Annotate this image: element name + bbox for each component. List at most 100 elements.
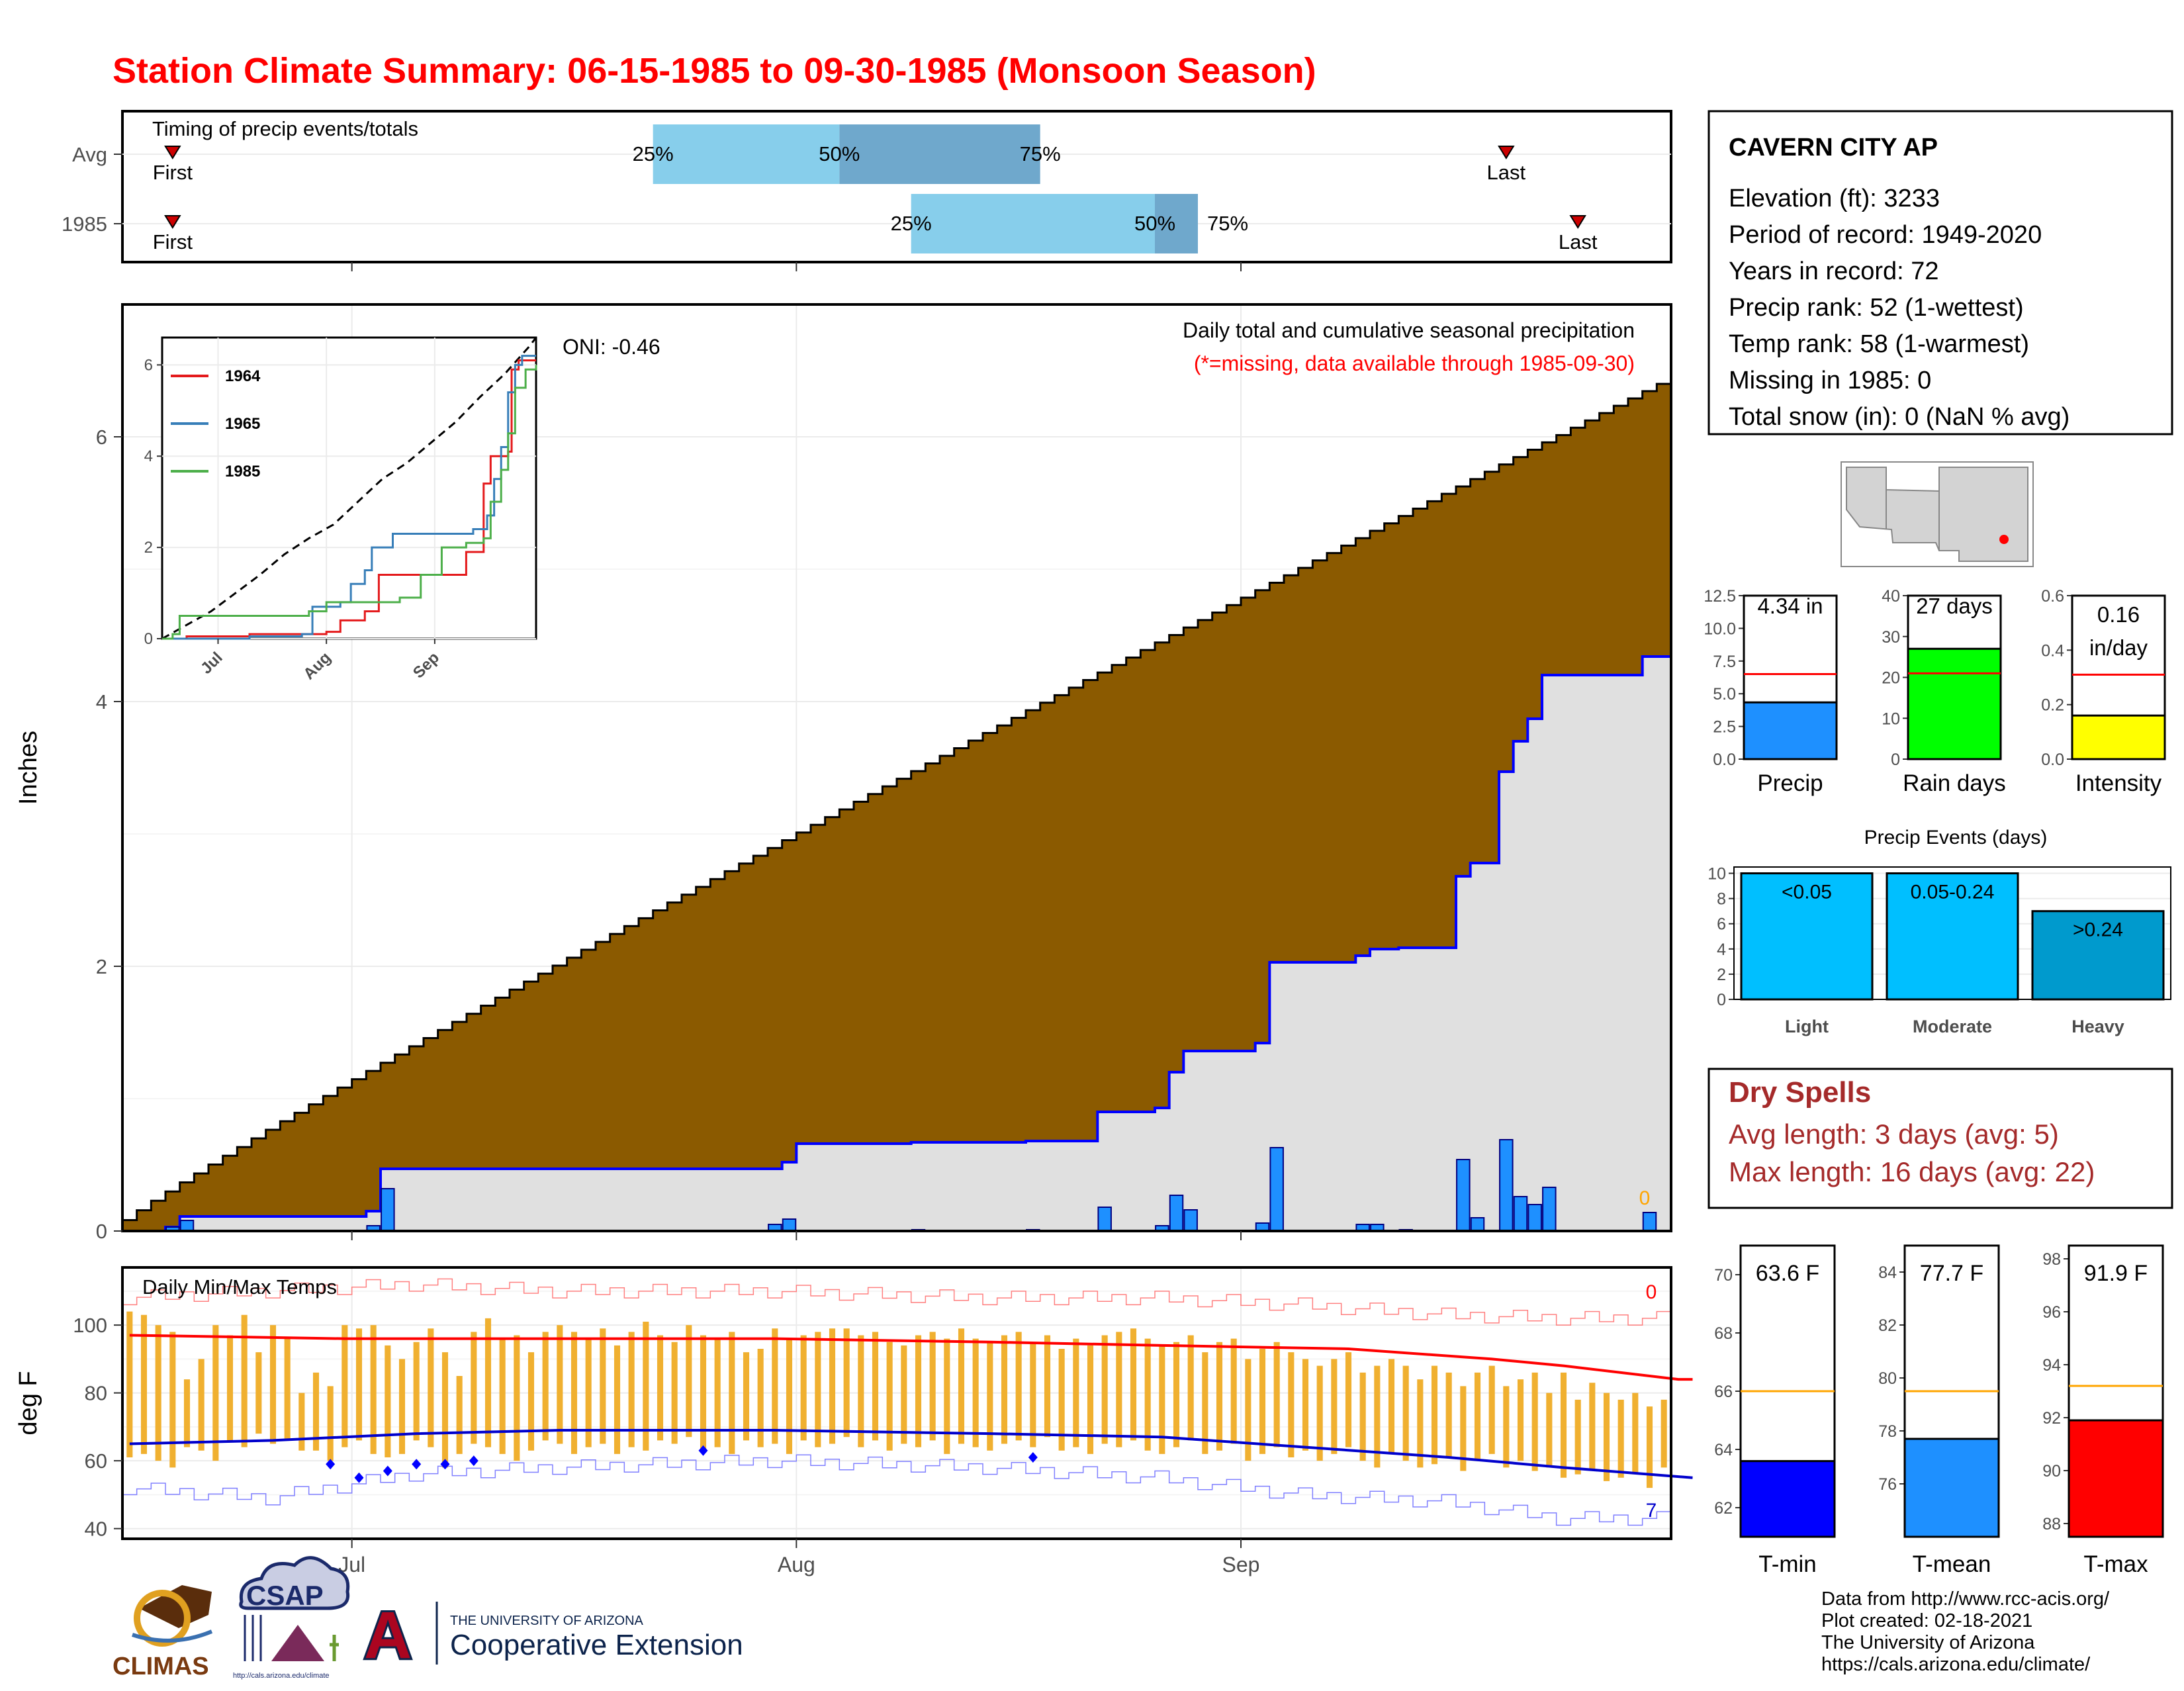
timing-panel-label: Timing of precip events/totals [152,117,418,140]
precip-y-tick-label: 0 [96,1220,107,1243]
precip-y-tick-label: 2 [96,955,107,978]
temp-bar-caption: T-mean [1913,1551,1991,1577]
temp-bar-tick-label: 98 [2042,1250,2061,1269]
csap-cloud-icon [239,1556,350,1610]
temp-bar-value-label: 91.9 F [2084,1261,2148,1286]
temp-missing-min: 7 [1646,1500,1657,1522]
inset-legend-label: 1985 [225,463,260,480]
daily-temp-bar [284,1338,291,1441]
oni-label: ONI: -0.46 [563,335,660,359]
dry-spells-title: Dry Spells [1729,1076,1871,1109]
temp-missing-max: 0 [1646,1281,1657,1303]
cumulative-1985-area [122,657,1671,1231]
daily-temp-bar [484,1318,492,1447]
daily-temp-bar [341,1325,348,1447]
daily-temp-bar [1001,1335,1008,1444]
csap-url-text: http://cals.arizona.edu/climate [233,1672,330,1680]
temp-y-tick-label: 40 [85,1518,107,1541]
daily-precip-bar [1527,1204,1542,1232]
daily-temp-bar [1531,1372,1538,1471]
record-low-marker [469,1455,478,1467]
precip-event-bar-label: 0.05-0.24 [1911,882,1995,903]
record-low-marker [440,1459,450,1470]
daily-temp-bar [169,1332,176,1468]
csap-cactus-icon [330,1635,339,1661]
daily-temp-bar [198,1359,205,1451]
record-low-marker [354,1472,364,1483]
daily-temp-bar [772,1328,778,1444]
daily-temp-bar [527,1352,535,1451]
last-event-label: Last [1487,161,1526,184]
mini-bar-value-unit: in/day [2089,635,2148,660]
mini-bar-value-label: 27 days [1916,594,1993,618]
mini-bar-tick-label: 5.0 [1713,685,1736,704]
daily-temp-bar [355,1328,363,1441]
location-map [1841,461,2034,567]
daily-temp-bar [1617,1399,1624,1478]
daily-temp-bar [1359,1372,1366,1461]
ua-logo: A THE UNIVERSITY OF ARIZONA Cooperative … [362,1596,743,1674]
temp-record-min-line [122,1454,1671,1526]
temp-bar-chart-t-min: 62 64 66 68 70 63.6 F T-min [1714,1244,1836,1577]
daily-temp-bar [1388,1359,1395,1454]
daily-temp-bar [1503,1386,1510,1468]
daily-temp-bar [542,1332,549,1441]
station-info-line: Elevation (ft): 3233 [1729,185,1940,212]
inset-1965-line [162,355,536,640]
daily-precip-bar [381,1188,395,1232]
mini-bar-tick-label: 10.0 [1704,619,1736,638]
inset-avg-line [161,337,537,640]
timing-p25-label: 25% [633,142,674,165]
daily-temp-bar [212,1325,219,1461]
events-y-tick-label: 2 [1717,966,1726,984]
record-low-marker [412,1459,422,1470]
mini-bar-tick-label: 7.5 [1713,653,1736,671]
temp-y-tick-label: 100 [73,1314,107,1337]
inset-1964-line [162,359,536,640]
mini-bar-tick-label: 0.4 [2041,641,2064,660]
daily-precip-bar [1269,1147,1284,1232]
ua-line2: Cooperative Extension [450,1629,743,1661]
daily-temp-bar [499,1338,506,1454]
daily-temp-bar [757,1349,764,1447]
daily-temp-bar [972,1338,979,1447]
daily-temp-bar [686,1325,692,1438]
first-event-marker [164,146,181,160]
daily-temp-bar [1302,1359,1309,1451]
daily-temp-bar [643,1322,649,1451]
daily-temp-bar [915,1335,922,1447]
mini-bar-tick-label: 0.2 [2041,696,2064,715]
precip-event-bar-label: >0.24 [2073,919,2123,941]
timing-rows: 25% 50% 75% First Last Avg 25% 50% 75% First Last 1… [62,124,1671,271]
inset-frame [161,336,537,640]
daily-temp-bar [1073,1338,1079,1447]
timing-p25-label: 25% [891,212,932,235]
mini-bar-caption: Intensity [2075,770,2162,796]
daily-precip-bar [1470,1217,1485,1232]
daily-temp-bar [183,1379,191,1447]
daily-precip-bar [1499,1139,1514,1232]
station-info-line: Missing in 1985: 0 [1729,367,1931,394]
record-low-marker [383,1465,392,1477]
dry-spells-box: Dry Spells Avg length: 3 days (avg: 5) M… [1707,1068,2173,1209]
climas-logo-wave [132,1629,213,1643]
station-info-line: Period of record: 1949-2020 [1729,221,2042,249]
daily-precip-bar [1169,1195,1184,1232]
temp-panel-label: Daily Min/Max Temps [142,1275,337,1299]
daily-temp-bar [901,1345,907,1444]
daily-temp-bar [327,1386,334,1461]
temp-bar-tick-label: 78 [1878,1422,1897,1441]
daily-temp-bar [570,1332,578,1454]
daily-temp-bar [872,1332,879,1441]
daily-temp-bar [1230,1338,1237,1444]
daily-temp-bar [1632,1393,1639,1475]
daily-temp-bar [241,1314,248,1447]
precip-panel: Inches 0 2 4 6 ONI: -0.46 Daily total and c… [15,303,1672,1243]
station-info-line: Total snow (in): 0 (NaN % avg) [1729,403,2070,431]
station-location-marker [1999,535,2009,544]
daily-temp-bar [471,1332,477,1444]
temp-bar-value [2068,1419,2164,1538]
